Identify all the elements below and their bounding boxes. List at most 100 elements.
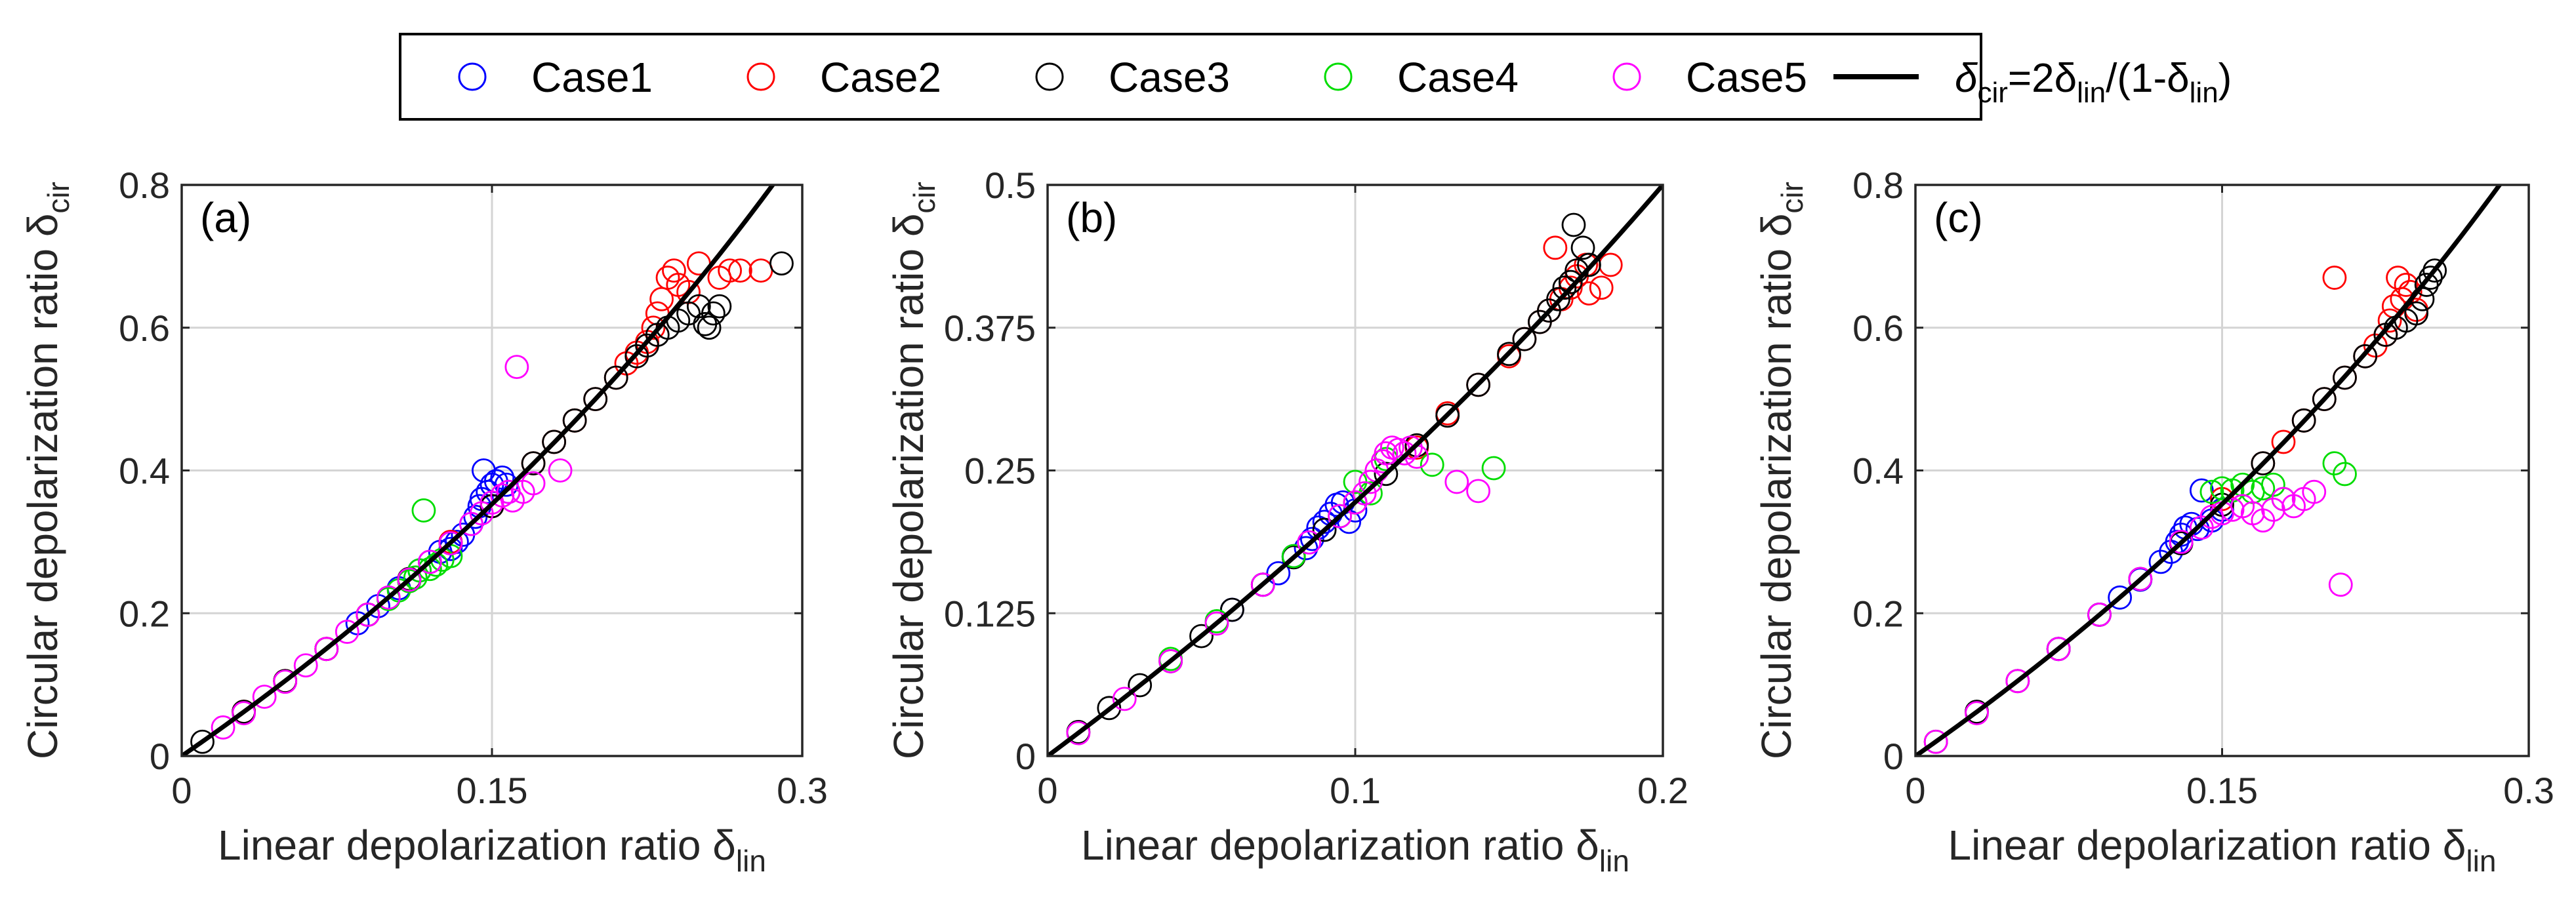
- point-case5: [1066, 721, 1091, 746]
- legend-line-label-part: =2δ: [2008, 56, 2077, 101]
- point-case3: [603, 365, 628, 390]
- point-case5: [1392, 441, 1417, 466]
- point-case5: [1352, 481, 1377, 506]
- point-case5: [211, 715, 235, 740]
- point-case4: [411, 498, 436, 523]
- y-tick-label: 0.8: [119, 165, 170, 206]
- point-case5: [1158, 649, 1183, 673]
- point-case3: [1466, 372, 1491, 397]
- point-case1: [1266, 561, 1291, 586]
- point-case5: [232, 701, 256, 726]
- point-case2: [1589, 275, 1614, 300]
- point-case5: [397, 567, 422, 592]
- point-case5: [356, 603, 380, 627]
- point-case2: [718, 258, 743, 283]
- point-case5: [504, 355, 529, 380]
- point-case5: [1112, 687, 1137, 711]
- point-case3: [2404, 301, 2428, 326]
- point-case4: [2199, 479, 2224, 504]
- y-tick-label: 0.25: [964, 450, 1036, 492]
- point-case5: [2328, 572, 2353, 597]
- y-tick-label: 0: [150, 736, 170, 777]
- legend-line-label-part: lin: [2077, 77, 2106, 109]
- x-tick-label: 0.15: [457, 770, 528, 811]
- point-case3: [1570, 235, 1595, 260]
- point-case5: [521, 471, 546, 496]
- legend-label-case2: Case2: [820, 54, 941, 101]
- point-case5: [2302, 479, 2327, 504]
- legend-label-case1: Case1: [531, 54, 653, 101]
- point-case4: [2210, 476, 2234, 501]
- point-case3: [2333, 365, 2357, 390]
- point-case5: [2169, 529, 2194, 554]
- point-case3: [542, 429, 566, 454]
- x-axis-label: Linear depolarization ratio δlin: [218, 822, 766, 878]
- point-case3: [1312, 517, 1337, 542]
- legend-label-case3: Case3: [1109, 54, 1230, 101]
- point-case1: [2108, 585, 2133, 610]
- x-tick-label: 0.15: [2186, 770, 2258, 811]
- y-axis-label-text: Circular depolarization ratio δ: [19, 214, 66, 759]
- y-tick-label: 0.2: [119, 593, 170, 634]
- legend-line-label-part: /(1-δ: [2106, 56, 2190, 101]
- point-case3: [701, 301, 726, 326]
- x-tick-label: 0: [1905, 770, 1925, 811]
- point-case3: [1512, 327, 1537, 351]
- point-case3: [562, 408, 587, 433]
- legend-box: [399, 33, 1982, 121]
- point-case5: [2046, 637, 2071, 662]
- legend-line-label-part: ): [2218, 56, 2232, 101]
- point-case2: [1543, 235, 1568, 260]
- y-axis-label-subscript: cir: [1775, 182, 1809, 214]
- point-case2: [728, 258, 752, 283]
- point-case5: [438, 531, 463, 555]
- point-case1: [1299, 527, 1324, 551]
- point-case4: [2251, 476, 2276, 501]
- point-case4: [2333, 462, 2357, 487]
- x-axis-label-subscript: lin: [2466, 844, 2496, 878]
- y-axis-label: Circular depolarization ratio δcir: [885, 182, 941, 759]
- point-case3: [1552, 275, 1577, 300]
- legend-marker-case3: [1035, 62, 1064, 91]
- y-axis-label: Circular depolarization ratio δcir: [19, 182, 75, 759]
- point-case5: [1343, 490, 1368, 515]
- point-case2: [1577, 281, 1601, 306]
- point-case2: [662, 258, 686, 283]
- point-case3: [2353, 344, 2378, 368]
- point-case3: [190, 729, 215, 754]
- point-case5: [314, 637, 339, 662]
- point-case5: [1466, 479, 1491, 504]
- x-tick-label: 0.3: [777, 770, 828, 811]
- x-axis-label: Linear depolarization ratio δlin: [1081, 822, 1629, 878]
- y-tick-label: 0: [1015, 736, 1036, 777]
- y-tick-label: 0.6: [119, 308, 170, 349]
- legend-marker-case1: [458, 62, 487, 91]
- point-case1: [490, 465, 515, 490]
- point-case5: [273, 669, 298, 694]
- theory-line: [1048, 185, 1663, 756]
- point-case3: [686, 294, 711, 319]
- point-case5: [252, 685, 277, 709]
- legend-label-case4: Case4: [1397, 54, 1519, 101]
- x-tick-label: 0: [1037, 770, 1057, 811]
- x-axis-label-text: Linear depolarization ratio δ: [1081, 822, 1599, 869]
- point-case3: [1497, 342, 1521, 367]
- point-case5: [2128, 567, 2153, 591]
- point-case1: [2189, 478, 2214, 503]
- point-case3: [1097, 696, 1122, 721]
- y-tick-label: 0.125: [944, 593, 1036, 634]
- y-tick-label: 0.4: [119, 450, 170, 492]
- point-case4: [1420, 452, 1444, 477]
- point-case3: [1128, 673, 1153, 698]
- point-case2: [2322, 266, 2347, 290]
- x-axis-label: Linear depolarization ratio δlin: [1948, 822, 2497, 878]
- point-case2: [2377, 308, 2402, 333]
- point-case3: [707, 294, 732, 319]
- panel-label: (a): [200, 194, 251, 241]
- x-tick-label: 0: [171, 770, 192, 811]
- point-case3: [2414, 273, 2439, 297]
- point-case5: [418, 549, 442, 574]
- legend-marker-case4: [1324, 62, 1353, 91]
- point-case3: [583, 387, 608, 412]
- point-case5: [1923, 729, 1948, 754]
